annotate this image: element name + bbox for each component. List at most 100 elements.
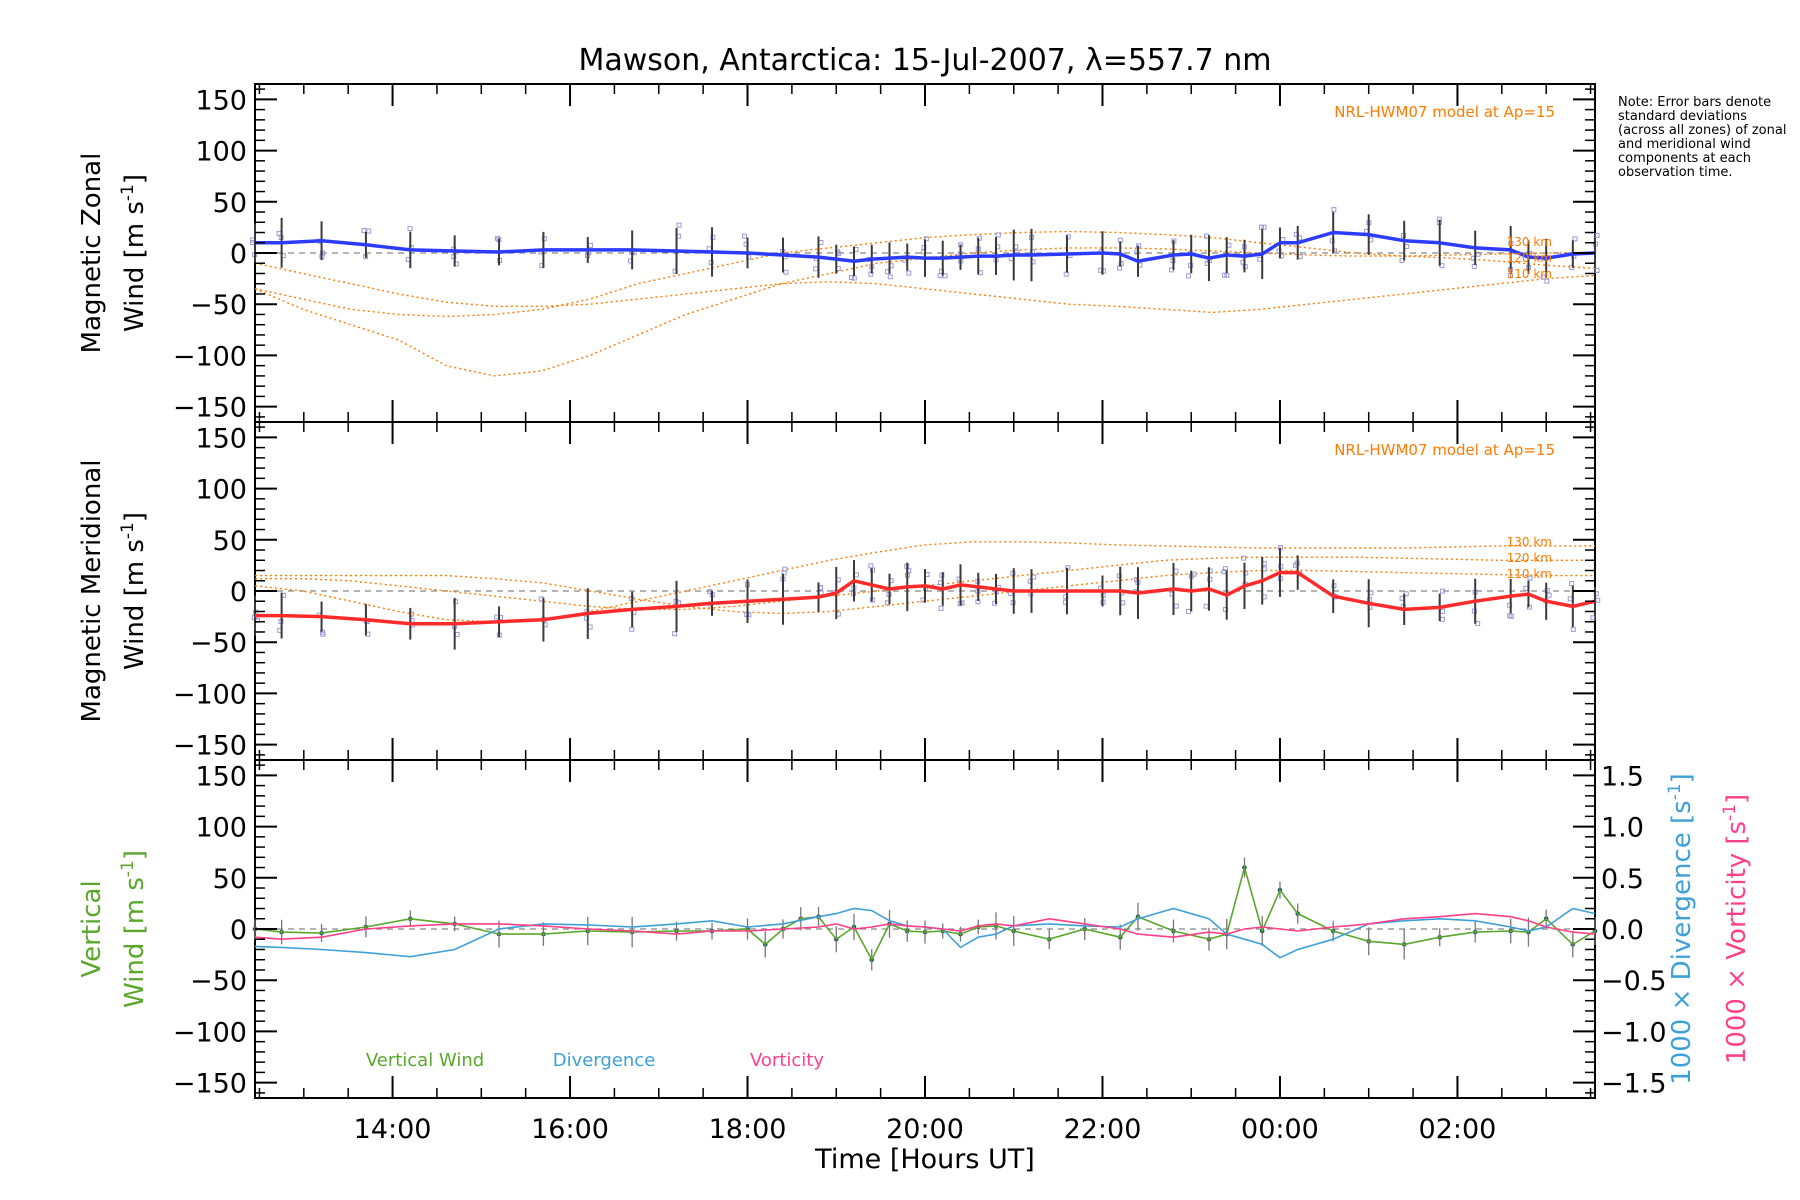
y-tick-label: −150 bbox=[173, 1069, 247, 1100]
y-axis-label-line2: Wind [m s-1] bbox=[118, 850, 150, 1008]
scatter-point bbox=[1475, 621, 1481, 627]
scatter-point bbox=[923, 236, 929, 242]
scatter-point bbox=[1063, 271, 1069, 277]
scatter-point bbox=[1222, 566, 1228, 572]
chart-title: Mawson, Antarctica: 15-Jul-2007, λ=557.7… bbox=[578, 43, 1271, 78]
scatter-point bbox=[851, 275, 857, 281]
x-axis-label: Time [Hours UT] bbox=[814, 1144, 1035, 1175]
scatter-point bbox=[276, 230, 282, 236]
y-tick-label: −150 bbox=[173, 731, 247, 762]
chart-note: Note: Error bars denote standard deviati… bbox=[1618, 95, 1787, 180]
scatter-point bbox=[1595, 597, 1601, 603]
x-tick-label: 00:00 bbox=[1241, 1114, 1319, 1145]
scatter-point bbox=[407, 226, 413, 232]
y-tick-label: 0 bbox=[230, 239, 247, 270]
scatter-point bbox=[454, 631, 460, 637]
model-alt-label: 130 km bbox=[1507, 535, 1552, 549]
scatter-point bbox=[1523, 585, 1529, 591]
scatter-point bbox=[1546, 592, 1552, 598]
model-label: NRL-HWM07 model at Ap=15 bbox=[1334, 441, 1555, 459]
scatter-point bbox=[629, 626, 635, 632]
x-tick-label: 20:00 bbox=[886, 1114, 964, 1145]
model-curve-130km bbox=[254, 230, 1596, 318]
scatter-point bbox=[942, 273, 948, 279]
x-tick-label: 22:00 bbox=[1064, 1114, 1142, 1145]
y-axis-label-line2: Wind [m s-1] bbox=[118, 512, 150, 670]
scatter-point bbox=[1590, 615, 1596, 621]
scatter-point bbox=[672, 631, 678, 637]
x-tick-label: 14:00 bbox=[354, 1114, 432, 1145]
scatter-point bbox=[1120, 600, 1126, 606]
scatter-point bbox=[1173, 568, 1179, 574]
y-tick-label: −50 bbox=[190, 628, 247, 659]
y-axis-label-line2: Wind [m s-1] bbox=[118, 174, 150, 332]
axes bbox=[255, 84, 1595, 1098]
scatter-point bbox=[676, 222, 682, 228]
series-line-vorticity bbox=[254, 912, 1596, 941]
x-tick-label: 02:00 bbox=[1419, 1114, 1497, 1145]
scatter-point bbox=[813, 266, 819, 272]
scatter-point bbox=[782, 566, 788, 572]
right-tick-label: −1.0 bbox=[1601, 1017, 1667, 1048]
x-tick-label: 16:00 bbox=[531, 1114, 609, 1145]
scatter-point bbox=[1173, 603, 1179, 609]
scatter-point bbox=[848, 275, 854, 281]
scatter-point bbox=[1241, 555, 1247, 561]
scatter-point bbox=[1527, 575, 1533, 581]
model-curve-110km bbox=[254, 262, 1596, 314]
scatter-point bbox=[1404, 244, 1410, 250]
scatter-point bbox=[1185, 608, 1191, 614]
scatter-point bbox=[887, 274, 893, 280]
y-tick-label: 100 bbox=[195, 137, 247, 168]
x-tick-label: 18:00 bbox=[709, 1114, 787, 1145]
model-alt-label: 120 km bbox=[1507, 251, 1552, 265]
right-tick-label: 1.0 bbox=[1601, 813, 1644, 844]
y-tick-label: 50 bbox=[213, 188, 247, 219]
y-tick-label: −100 bbox=[173, 341, 247, 372]
y-tick-label: −150 bbox=[173, 393, 247, 424]
scatter-point bbox=[1008, 256, 1014, 262]
y-axis-label-line1: Magnetic Zonal bbox=[77, 153, 107, 354]
y-tick-label: 100 bbox=[195, 475, 247, 506]
scatter-point bbox=[1257, 256, 1263, 262]
scatter-point bbox=[868, 563, 874, 569]
y-tick-label: −100 bbox=[173, 679, 247, 710]
scatter-point bbox=[1117, 265, 1123, 271]
scatter-point bbox=[1567, 596, 1573, 602]
scatter-point bbox=[995, 232, 1001, 238]
y-tick-label: 50 bbox=[213, 526, 247, 557]
y-tick-label: 0 bbox=[230, 577, 247, 608]
model-curve-110km bbox=[255, 569, 1595, 615]
scatter-point bbox=[938, 605, 944, 611]
scatter-point bbox=[1572, 236, 1578, 242]
right-tick-label: 0.0 bbox=[1601, 915, 1644, 946]
scatter-point bbox=[588, 242, 594, 248]
model-alt-label: 130 km bbox=[1507, 235, 1552, 249]
scatter-point bbox=[366, 228, 372, 234]
right-tick-label: −0.5 bbox=[1601, 966, 1667, 997]
model-alt-label: 120 km bbox=[1507, 551, 1552, 565]
labels: Mawson, Antarctica: 15-Jul-2007, λ=557.7… bbox=[77, 43, 1752, 1175]
y-tick-label: −50 bbox=[190, 290, 247, 321]
scatter-point bbox=[906, 270, 912, 276]
series-line-vertical-wind bbox=[254, 864, 1596, 962]
model-alt-label: 110 km bbox=[1507, 267, 1552, 281]
legend-divergence: Divergence bbox=[553, 1050, 656, 1071]
model-curve-120km bbox=[255, 556, 1595, 611]
scatter-point bbox=[1203, 603, 1209, 609]
y-axis-label-line1: Vertical bbox=[77, 880, 107, 977]
scatter-point bbox=[1186, 273, 1192, 279]
right-tick-label: 1.5 bbox=[1601, 761, 1644, 792]
y-tick-label: −50 bbox=[190, 966, 247, 997]
legend-vertical-wind: Vertical Wind bbox=[366, 1050, 484, 1071]
y-tick-label: 50 bbox=[213, 864, 247, 895]
scatter-point bbox=[1280, 237, 1286, 243]
right-tick-label: 0.5 bbox=[1601, 864, 1644, 895]
scatter-point bbox=[1439, 608, 1445, 614]
y-tick-label: 150 bbox=[195, 761, 247, 792]
y-axis-label-line1: Magnetic Meridional bbox=[77, 460, 107, 723]
y-tick-label: −100 bbox=[173, 1017, 247, 1048]
scatter-point bbox=[742, 233, 748, 239]
scatter-point bbox=[1261, 224, 1267, 230]
